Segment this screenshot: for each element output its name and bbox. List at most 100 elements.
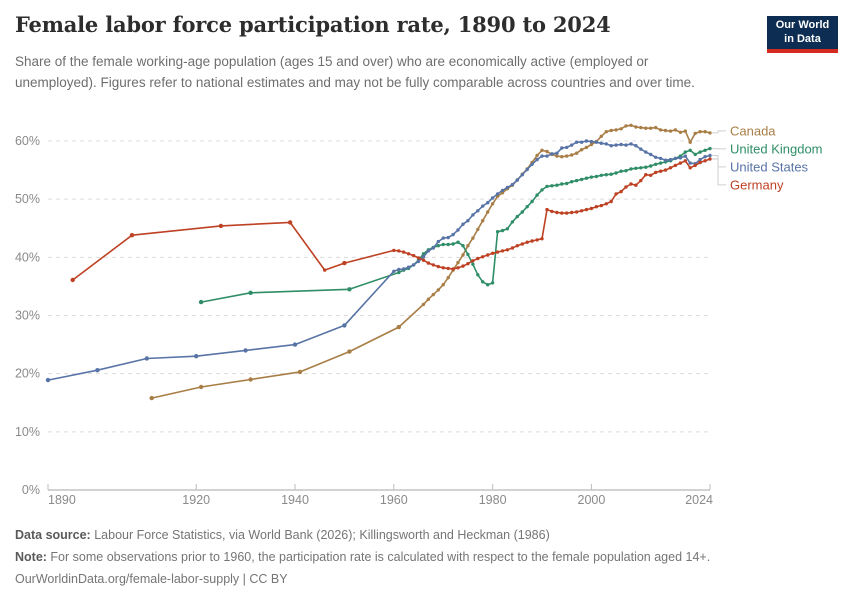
series-united-kingdom[interactable] xyxy=(198,146,712,305)
data-point xyxy=(426,297,431,301)
data-point xyxy=(599,173,603,177)
data-point xyxy=(570,180,574,184)
data-point xyxy=(466,219,470,223)
data-point xyxy=(515,244,519,248)
x-axis-tick-label: 2024 xyxy=(685,493,713,507)
owid-logo-accent-bar xyxy=(767,49,838,53)
data-point xyxy=(397,249,401,253)
series-line-united-states[interactable] xyxy=(47,140,711,381)
data-point xyxy=(594,205,599,209)
footer: Data source: Labour Force Statistics, vi… xyxy=(15,524,795,590)
series-canada[interactable] xyxy=(149,123,712,401)
page-title: Female labor force participation rate, 1… xyxy=(15,12,611,37)
data-point xyxy=(683,150,687,154)
data-point xyxy=(703,130,707,134)
data-point xyxy=(520,173,524,177)
data-point xyxy=(471,213,475,217)
data-point xyxy=(565,181,569,186)
data-point xyxy=(416,256,421,260)
data-point xyxy=(495,230,500,234)
data-point xyxy=(481,204,485,208)
data-point xyxy=(629,182,633,186)
data-point xyxy=(698,160,702,165)
data-point xyxy=(495,250,500,254)
legend-label-canada[interactable]: Canada xyxy=(730,123,776,138)
citation-link[interactable]: OurWorldinData.org/female-labor-supply |… xyxy=(15,572,288,586)
data-point xyxy=(565,211,569,215)
data-point xyxy=(668,166,673,170)
data-point xyxy=(515,214,519,219)
data-point xyxy=(589,142,594,147)
data-point xyxy=(574,178,579,183)
data-point xyxy=(342,260,347,266)
data-point xyxy=(604,202,608,206)
data-point xyxy=(446,276,450,280)
data-point xyxy=(416,259,421,264)
data-point xyxy=(486,253,490,257)
data-point xyxy=(639,178,643,183)
data-point xyxy=(323,268,327,272)
series-line-united-kingdom[interactable] xyxy=(200,147,711,303)
data-point xyxy=(495,192,500,196)
data-point xyxy=(431,263,435,267)
data-point xyxy=(599,141,603,145)
data-point xyxy=(500,249,505,253)
data-point xyxy=(525,167,529,172)
data-point xyxy=(594,174,599,179)
data-point xyxy=(678,156,683,160)
note-line: Note: For some observations prior to 196… xyxy=(15,546,795,568)
data-point xyxy=(560,182,564,186)
series-line-canada[interactable] xyxy=(151,124,711,399)
data-point xyxy=(614,128,618,132)
data-point xyxy=(698,150,702,154)
data-point xyxy=(673,156,678,161)
legend-label-united-kingdom[interactable]: United Kingdom xyxy=(730,141,823,156)
data-point xyxy=(198,299,204,305)
data-point xyxy=(550,152,554,156)
data-point xyxy=(540,148,544,152)
data-point xyxy=(456,260,460,265)
data-point xyxy=(510,182,515,187)
line-legend[interactable]: Canada United Kingdom United States Germany xyxy=(712,123,823,192)
data-point xyxy=(698,130,702,134)
legend-label-united-states[interactable]: United States xyxy=(730,159,809,174)
data-point xyxy=(708,157,712,161)
data-point xyxy=(584,176,589,180)
data-point xyxy=(619,127,623,131)
owid-logo[interactable]: Our World in Data xyxy=(767,16,838,53)
series-united-states[interactable] xyxy=(45,139,712,383)
data-point xyxy=(678,161,683,165)
data-point xyxy=(149,395,154,401)
legend-label-germany[interactable]: Germany xyxy=(730,177,784,192)
data-point xyxy=(248,377,253,382)
data-point xyxy=(243,348,248,353)
data-point xyxy=(570,153,574,157)
data-point xyxy=(446,235,450,240)
data-point xyxy=(604,142,608,146)
x-axis-tick-label: 1980 xyxy=(479,493,507,507)
data-point xyxy=(297,369,303,375)
data-point xyxy=(441,266,445,270)
data-point xyxy=(688,166,692,170)
data-point xyxy=(540,154,544,158)
data-point xyxy=(456,266,460,270)
data-point xyxy=(703,148,707,152)
data-point xyxy=(624,124,628,128)
data-point xyxy=(292,342,298,347)
series-lines[interactable] xyxy=(45,123,712,401)
data-point xyxy=(634,183,638,187)
data-point xyxy=(579,148,584,152)
data-point xyxy=(678,130,683,134)
data-point xyxy=(436,288,440,292)
series-line-germany[interactable] xyxy=(72,158,711,281)
data-point xyxy=(579,209,584,213)
data-point xyxy=(654,170,658,175)
data-point xyxy=(693,152,697,157)
data-point xyxy=(392,269,396,273)
data-point xyxy=(703,159,707,163)
data-point xyxy=(441,242,445,247)
series-germany[interactable] xyxy=(70,157,712,283)
data-point xyxy=(574,210,579,214)
data-point xyxy=(486,201,490,205)
